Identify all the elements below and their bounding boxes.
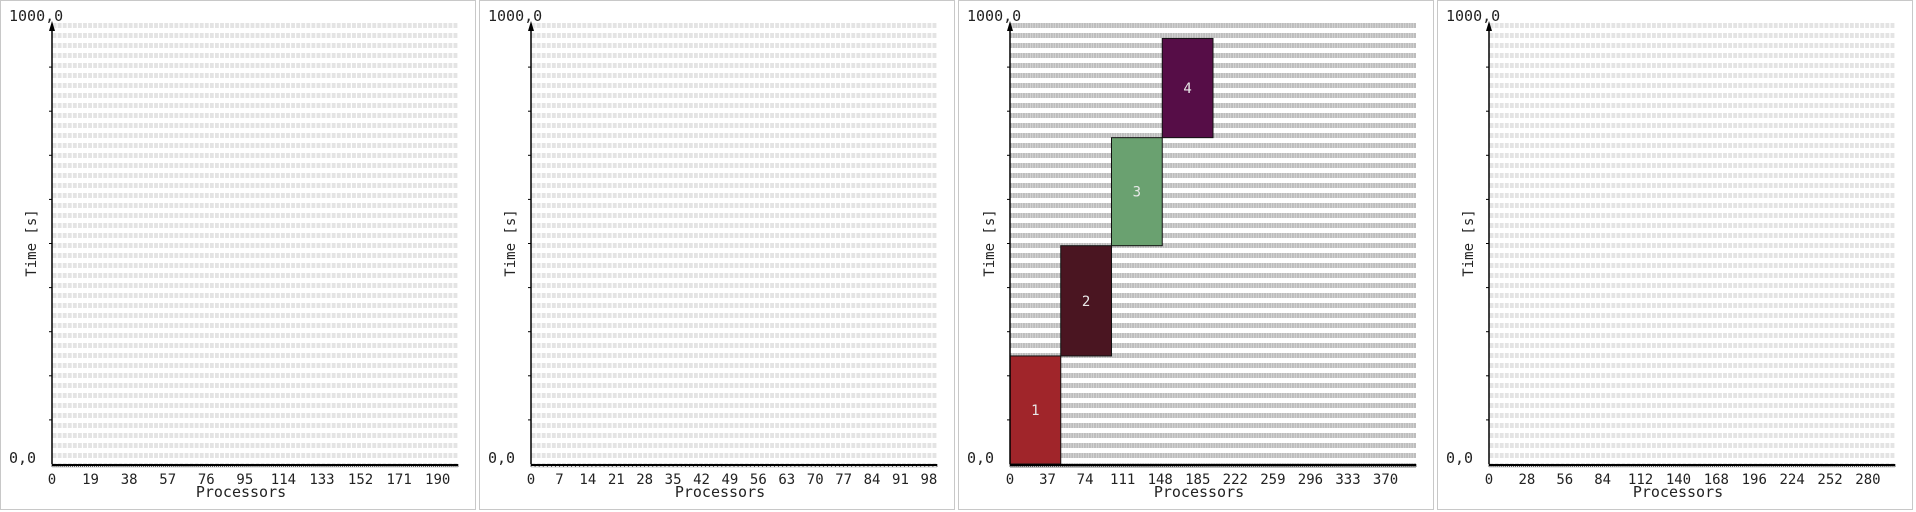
x-tick-label: 84 <box>864 472 881 488</box>
x-tick-label: 21 <box>608 472 625 488</box>
gantt-panel-2: 0 7 14 21 28 35 42 49 56 63 70 77 84 91 98 1000,0 0,0 Tim… <box>479 0 955 510</box>
x-tick-label: 37 <box>1039 472 1056 488</box>
y-axis-arrow <box>1007 21 1013 31</box>
x-tick-label: 91 <box>892 472 909 488</box>
y-min-label: 0,0 <box>1446 449 1473 467</box>
gantt-panel-1: 0 19 38 57 76 95 114 133 152 171 190 1000,0 0,0 Time … <box>0 0 476 510</box>
task-block <box>1060 245 1112 357</box>
x-tick-label: 56 <box>1556 472 1573 488</box>
x-tick-label: 114 <box>271 472 296 488</box>
gantt-chart-2: 0 7 14 21 28 35 42 49 56 63 70 77 84 91 98 1000,0 0,0 Tim… <box>488 7 938 501</box>
task-block <box>1161 37 1214 139</box>
x-tick-label: 42 <box>693 472 710 488</box>
y-max-label: 1000,0 <box>488 7 542 25</box>
x-tick-label: 333 <box>1335 472 1360 488</box>
x-tick-label: 0 <box>48 472 56 488</box>
gantt-panel-3: 1 2 3 4 0 37 74 111 148 185 222 259 296 333 370 1000,0 0… <box>958 0 1434 510</box>
x-tick-label: 19 <box>82 472 99 488</box>
x-tick-label: 222 <box>1223 472 1248 488</box>
x-tick-label: 70 <box>807 472 824 488</box>
processor-grid <box>51 23 459 468</box>
task-block <box>1111 137 1163 247</box>
x-tick-label: 38 <box>121 472 138 488</box>
y-axis-title: Time [s] <box>503 209 519 276</box>
x-tick-label: 74 <box>1077 472 1094 488</box>
x-tick-label: 140 <box>1666 472 1691 488</box>
x-tick-label: 148 <box>1148 472 1173 488</box>
x-tick-label: 296 <box>1298 472 1323 488</box>
task-label: 4 <box>1183 81 1191 97</box>
task-label: 3 <box>1133 185 1141 201</box>
y-min-label: 0,0 <box>967 449 994 467</box>
x-tick-label: 133 <box>309 472 334 488</box>
x-tick-label: 28 <box>1518 472 1535 488</box>
x-tick-label: 0 <box>1006 472 1014 488</box>
x-tick-label: 76 <box>198 472 215 488</box>
x-tick-label: 56 <box>750 472 767 488</box>
x-axis-title: Processors <box>196 483 286 501</box>
x-tick-label: 7 <box>555 472 563 488</box>
x-tick-label: 0 <box>527 472 535 488</box>
x-tick-label: 28 <box>636 472 653 488</box>
x-tick-label: 0 <box>1485 472 1493 488</box>
task-label: 2 <box>1082 294 1090 310</box>
x-tick-label: 152 <box>348 472 373 488</box>
gantt-chart-1: 0 19 38 57 76 95 114 133 152 171 190 1000,0 0,0 Time … <box>9 7 459 501</box>
gantt-chart-4: 0 28 56 84 112 140 168 196 224 252 280 1000,0 0,0 Tim… <box>1446 7 1896 501</box>
y-axis-arrow <box>528 21 534 31</box>
x-tick-label: 95 <box>236 472 253 488</box>
y-max-label: 1000,0 <box>1446 7 1500 25</box>
x-tick-label: 171 <box>386 472 411 488</box>
x-tick-label: 190 <box>425 472 450 488</box>
x-tick-label: 168 <box>1704 472 1729 488</box>
task-block <box>1009 355 1062 465</box>
x-tick-label: 77 <box>835 472 852 488</box>
x-tick-label: 35 <box>665 472 682 488</box>
x-tick-label: 112 <box>1628 472 1653 488</box>
x-tick-label: 280 <box>1855 472 1880 488</box>
x-tick-label: 98 <box>920 472 937 488</box>
x-tick-label: 370 <box>1373 472 1398 488</box>
y-axis-arrow <box>49 21 55 31</box>
y-min-label: 0,0 <box>9 449 36 467</box>
x-tick-label: 49 <box>722 472 739 488</box>
gantt-panel-4: 0 28 56 84 112 140 168 196 224 252 280 1000,0 0,0 Tim… <box>1437 0 1913 510</box>
x-axis-title: Processors <box>1154 483 1244 501</box>
x-tick-label: 252 <box>1817 472 1842 488</box>
x-tick-label: 224 <box>1779 472 1804 488</box>
x-axis-title: Processors <box>675 483 765 501</box>
y-axis-title: Time [s] <box>1461 209 1477 276</box>
y-axis-arrow <box>1486 21 1492 31</box>
task-label: 1 <box>1031 403 1039 419</box>
x-tick-label: 84 <box>1594 472 1611 488</box>
y-axis-title: Time [s] <box>24 209 40 276</box>
y-max-label: 1000,0 <box>967 7 1021 25</box>
x-tick-label: 14 <box>579 472 596 488</box>
y-axis-title: Time [s] <box>982 209 998 276</box>
x-tick-label: 63 <box>778 472 795 488</box>
x-tick-label: 185 <box>1185 472 1210 488</box>
x-tick-label: 259 <box>1260 472 1285 488</box>
gantt-chart-3: 1 2 3 4 0 37 74 111 148 185 222 259 296 333 370 1000,0 0… <box>967 7 1417 501</box>
x-tick-label: 57 <box>159 472 176 488</box>
y-max-label: 1000,0 <box>9 7 63 25</box>
x-tick-label: 111 <box>1110 472 1135 488</box>
y-min-label: 0,0 <box>488 449 515 467</box>
processor-grid <box>1488 23 1896 468</box>
processor-grid <box>530 23 938 468</box>
x-tick-label: 196 <box>1742 472 1767 488</box>
x-axis-title: Processors <box>1633 483 1723 501</box>
